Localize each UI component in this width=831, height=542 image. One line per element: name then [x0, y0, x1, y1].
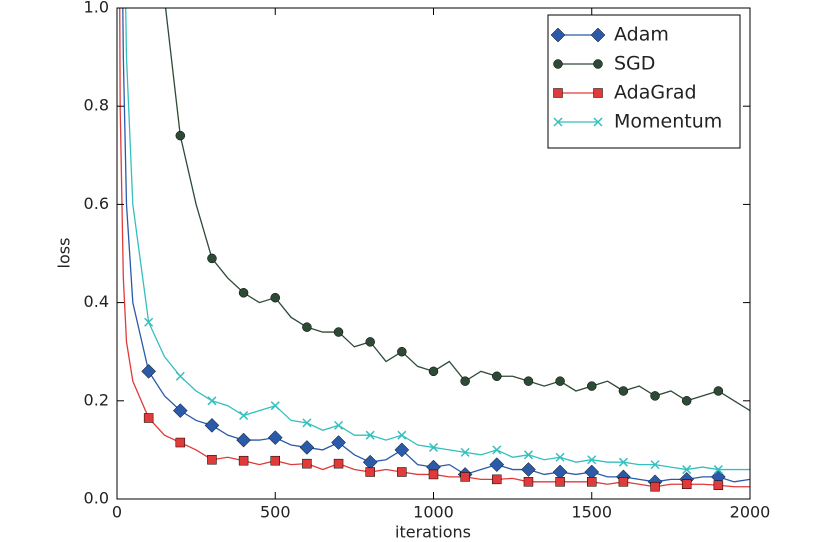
marker [618, 386, 629, 396]
y-tick-label: 0.2 [84, 390, 109, 409]
marker [207, 253, 217, 264]
marker [593, 117, 603, 127]
marker [681, 479, 692, 490]
marker [682, 465, 692, 475]
marker [587, 381, 597, 391]
marker [270, 455, 280, 466]
legend-label: Momentum [614, 111, 722, 133]
marker [397, 346, 407, 357]
marker [238, 288, 249, 298]
marker [713, 465, 723, 475]
marker [553, 117, 563, 127]
x-tick-label: 1000 [413, 503, 454, 522]
marker [555, 477, 565, 487]
marker [365, 467, 375, 477]
marker [489, 457, 505, 472]
marker [428, 366, 439, 377]
marker [334, 420, 344, 430]
marker [397, 467, 407, 477]
marker [333, 327, 344, 337]
marker [555, 452, 565, 462]
marker [270, 292, 280, 303]
marker [492, 371, 502, 381]
marker [492, 445, 502, 455]
marker [239, 410, 249, 421]
legend-label: SGD [614, 53, 655, 75]
marker [460, 376, 470, 386]
marker [204, 417, 220, 433]
marker [143, 413, 154, 423]
marker [552, 464, 568, 480]
marker [238, 455, 249, 466]
marker [618, 477, 629, 487]
marker [172, 403, 188, 418]
marker [362, 454, 378, 470]
marker [331, 435, 346, 450]
marker [365, 430, 375, 440]
marker [302, 458, 312, 469]
marker [302, 322, 312, 332]
x-tick-label: 500 [260, 503, 291, 522]
legend-label: Adam [614, 24, 669, 46]
x-axis-label: iterations [395, 523, 471, 542]
marker [713, 480, 724, 491]
marker [302, 418, 312, 428]
marker [553, 59, 563, 69]
y-tick-label: 0.0 [84, 489, 109, 508]
legend-frame [547, 14, 741, 149]
marker [365, 337, 375, 347]
marker [523, 477, 534, 487]
legend-label: AdaGrad [614, 82, 697, 104]
marker [460, 447, 470, 457]
marker [236, 432, 251, 448]
marker [587, 455, 597, 465]
marker [681, 396, 692, 406]
y-tick-label: 0.4 [84, 292, 109, 311]
marker [553, 88, 563, 98]
marker [521, 462, 536, 477]
marker [590, 27, 606, 43]
marker [555, 376, 565, 386]
x-tick-label: 0 [112, 503, 122, 522]
marker [428, 469, 439, 480]
marker [267, 430, 283, 445]
marker [333, 458, 344, 469]
marker [175, 437, 186, 448]
marker [175, 371, 185, 381]
marker [584, 464, 600, 480]
marker [713, 386, 724, 396]
marker [270, 401, 280, 411]
marker [397, 430, 407, 440]
marker [207, 396, 217, 406]
marker [550, 27, 566, 43]
marker [492, 474, 502, 485]
marker [428, 442, 439, 452]
y-tick-label: 0.8 [84, 96, 109, 115]
marker [523, 376, 534, 386]
marker [593, 59, 603, 69]
marker [650, 481, 660, 492]
marker [207, 454, 217, 465]
marker [587, 477, 597, 487]
marker [618, 457, 628, 467]
y-axis-label: loss [55, 238, 74, 269]
y-tick-label: 1.0 [84, 0, 109, 17]
marker [593, 88, 603, 98]
marker [394, 442, 410, 458]
marker [175, 130, 186, 141]
marker [650, 460, 660, 470]
marker [299, 440, 315, 455]
legend: Adam SGD AdaGrad Momentum [547, 14, 741, 149]
marker [141, 363, 157, 379]
series-line [164, 8, 750, 412]
marker [144, 317, 154, 327]
y-tick-label: 0.6 [84, 194, 109, 213]
marker [523, 450, 533, 460]
x-tick-label: 1500 [571, 503, 612, 522]
marker [460, 472, 470, 482]
x-tick-label: 2000 [730, 503, 771, 522]
marker [650, 391, 660, 401]
plot-area [119, 8, 750, 492]
